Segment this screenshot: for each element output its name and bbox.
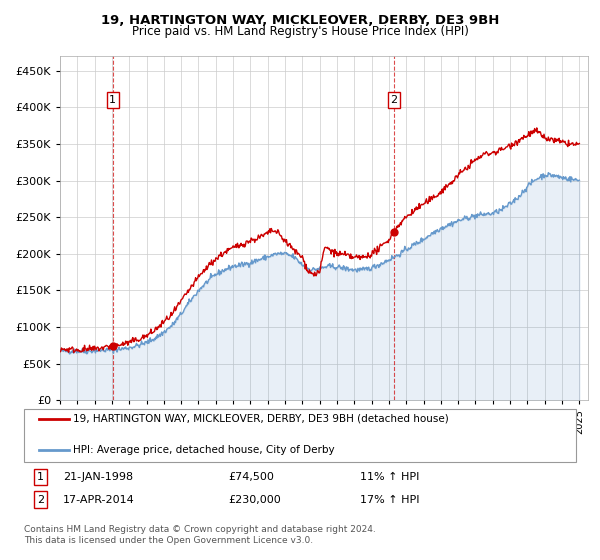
Text: 19, HARTINGTON WAY, MICKLEOVER, DERBY, DE3 9BH: 19, HARTINGTON WAY, MICKLEOVER, DERBY, D…: [101, 14, 499, 27]
Text: 2: 2: [391, 95, 398, 105]
Text: Price paid vs. HM Land Registry's House Price Index (HPI): Price paid vs. HM Land Registry's House …: [131, 25, 469, 38]
Text: 17-APR-2014: 17-APR-2014: [63, 494, 135, 505]
Text: Contains HM Land Registry data © Crown copyright and database right 2024.
This d: Contains HM Land Registry data © Crown c…: [24, 525, 376, 545]
Text: HPI: Average price, detached house, City of Derby: HPI: Average price, detached house, City…: [73, 445, 335, 455]
Text: 11% ↑ HPI: 11% ↑ HPI: [360, 472, 419, 482]
Text: £230,000: £230,000: [228, 494, 281, 505]
Text: 17% ↑ HPI: 17% ↑ HPI: [360, 494, 419, 505]
Text: 2: 2: [37, 494, 44, 505]
Text: 1: 1: [109, 95, 116, 105]
Text: £74,500: £74,500: [228, 472, 274, 482]
Text: 1: 1: [37, 472, 44, 482]
Text: 19, HARTINGTON WAY, MICKLEOVER, DERBY, DE3 9BH (detached house): 19, HARTINGTON WAY, MICKLEOVER, DERBY, D…: [73, 414, 449, 424]
Text: 21-JAN-1998: 21-JAN-1998: [63, 472, 133, 482]
